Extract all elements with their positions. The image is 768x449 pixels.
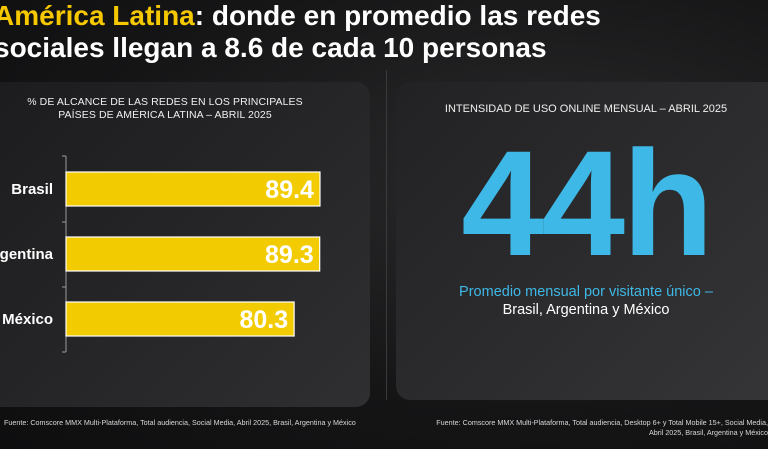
intensity-title: INTENSIDAD DE USO ONLINE MENSUAL – ABRIL… — [444, 103, 728, 115]
bar-2 — [65, 301, 295, 337]
category-label: Brasil — [11, 181, 53, 198]
intensity-subtitle-line-2: Brasil, Argentina y México — [502, 302, 670, 318]
category-label: México — [2, 311, 53, 328]
intensity-panel — [396, 82, 768, 400]
value-label: 89.4 — [265, 176, 314, 204]
intensity-subtitle-line-1: Promedio mensual por visitante único – — [459, 284, 713, 300]
right-footnote: Fuente: Comscore MMX Multi-Plataforma, T… — [436, 418, 768, 437]
chart-title-line-2: PAÍSES DE AMÉRICA LATINA – ABRIL 2025 — [58, 109, 272, 121]
left-footnote: Fuente: Comscore MMX Multi-Plataforma, T… — [4, 418, 356, 427]
value-label: 89.3 — [265, 241, 314, 269]
reach-bar-chart: Brasil 89.4 Argentina 89.3 México 80.3 — [0, 155, 321, 353]
hours-big-number: 44h — [461, 119, 713, 287]
category-label: Argentina — [0, 246, 54, 263]
chart-title: % DE ALCANCE DE LAS REDES EN LOS PRINCIP… — [0, 96, 330, 122]
headline-line-2: sociales llegan a 8.6 de cada 10 persona… — [0, 32, 547, 63]
headline-line-1: América Latina: donde en promedio las re… — [0, 0, 601, 32]
bar-1 — [65, 236, 321, 272]
headline-line-1-rest: : donde en promedio las redes — [194, 0, 601, 31]
bar-0 — [65, 171, 321, 207]
panel-divider — [386, 70, 387, 400]
page-headline: América Latina: donde en promedio las re… — [0, 0, 601, 64]
value-label: 80.3 — [239, 306, 288, 334]
headline-accent: América Latina — [0, 0, 195, 31]
chart-title-line-1: % DE ALCANCE DE LAS REDES EN LOS PRINCIP… — [27, 96, 303, 108]
